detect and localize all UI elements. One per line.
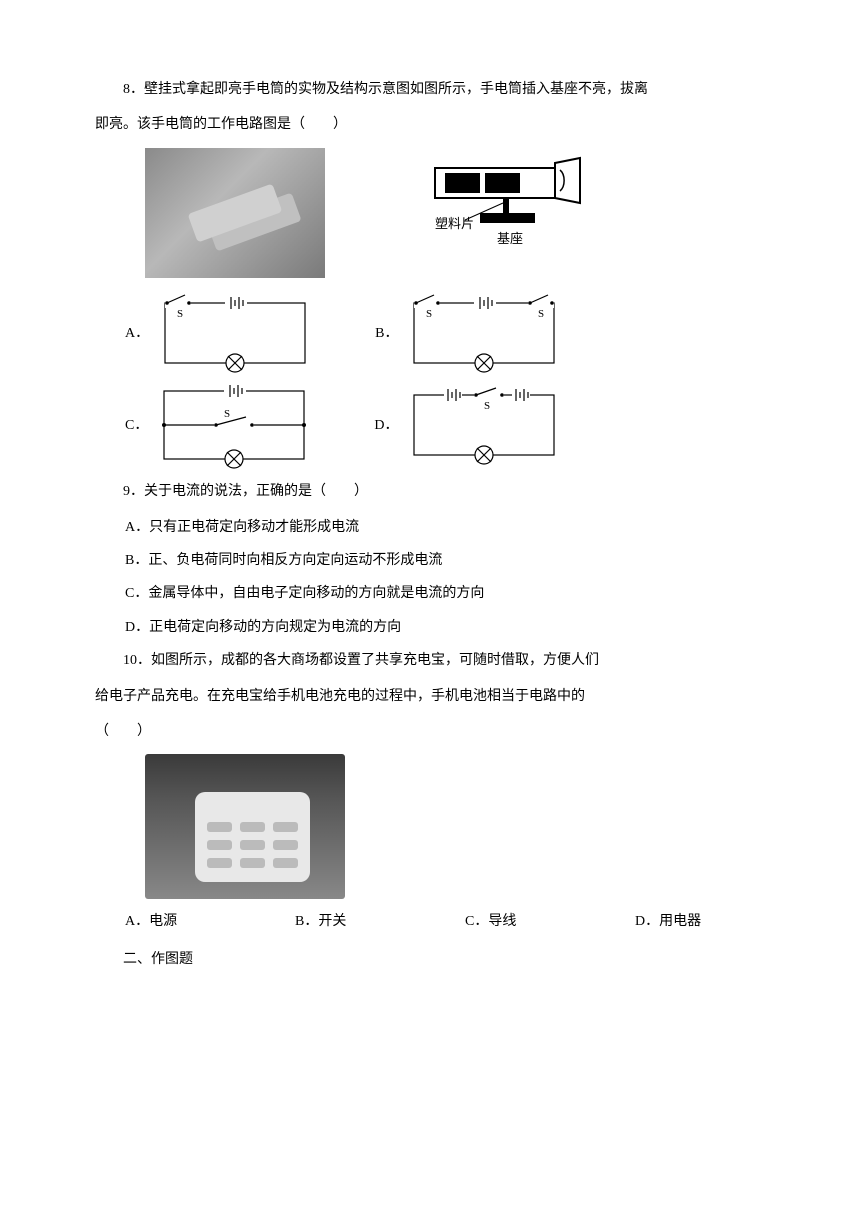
q10-line3: （ ）	[95, 717, 765, 746]
q8-row-cd: C． S D．	[125, 381, 765, 471]
option-d-label: D．	[374, 411, 398, 440]
q8-line2: 即亮。该手电筒的工作电路图是（ ）	[95, 110, 765, 139]
q9-option-a: A．只有正电荷定向移动才能形成电流	[125, 513, 765, 542]
base-label: 基座	[497, 231, 523, 246]
circuit-b: S S	[404, 293, 564, 375]
q8-images: 塑料片 基座	[145, 148, 765, 279]
q9-option-b: B．正、负电荷同时向相反方向定向运动不形成电流	[125, 546, 765, 575]
flashlight-photo	[145, 148, 325, 278]
option-c-label: C．	[125, 411, 148, 440]
q8-option-b: B． S S	[375, 293, 564, 375]
section-2-title: 二、作图题	[95, 945, 765, 974]
q10-line2: 给电子产品充电。在充电宝给手机电池充电的过程中，手机电池相当于电路中的	[95, 682, 765, 711]
svg-text:S: S	[484, 400, 490, 412]
q8-row-ab: A． S B．	[125, 293, 765, 375]
q9-option-d: D．正电荷定向移动的方向规定为电流的方向	[125, 613, 765, 642]
q10-options: A．电源 B．开关 C．导线 D．用电器	[125, 907, 765, 936]
option-b-label: B．	[375, 319, 398, 348]
q10-option-b: B．开关	[295, 907, 405, 936]
charger-photo	[145, 754, 345, 899]
q10-option-d: D．用电器	[635, 907, 745, 936]
q8-option-c: C． S	[125, 381, 314, 471]
circuit-d: S	[404, 385, 564, 467]
svg-text:S: S	[426, 308, 432, 320]
circuit-c: S	[154, 381, 314, 471]
circuit-a: S	[155, 293, 315, 375]
flashlight-schematic: 塑料片 基座	[405, 148, 605, 279]
svg-text:S: S	[224, 408, 230, 420]
q10-option-c: C．导线	[465, 907, 575, 936]
q9-stem: 9．关于电流的说法，正确的是（ ）	[95, 477, 765, 506]
svg-text:S: S	[538, 308, 544, 320]
q8-option-d: D． S	[374, 385, 564, 467]
option-a-label: A．	[125, 319, 149, 348]
q10-option-a: A．电源	[125, 907, 235, 936]
q8-line1: 8．壁挂式拿起即亮手电筒的实物及结构示意图如图所示，手电筒插入基座不亮，拔离	[95, 75, 765, 104]
svg-text:S: S	[177, 308, 183, 320]
q10-line1: 10．如图所示，成都的各大商场都设置了共享充电宝，可随时借取，方便人们	[95, 646, 765, 675]
q8-option-a: A． S	[125, 293, 315, 375]
q9-option-c: C．金属导体中，自由电子定向移动的方向就是电流的方向	[125, 579, 765, 608]
